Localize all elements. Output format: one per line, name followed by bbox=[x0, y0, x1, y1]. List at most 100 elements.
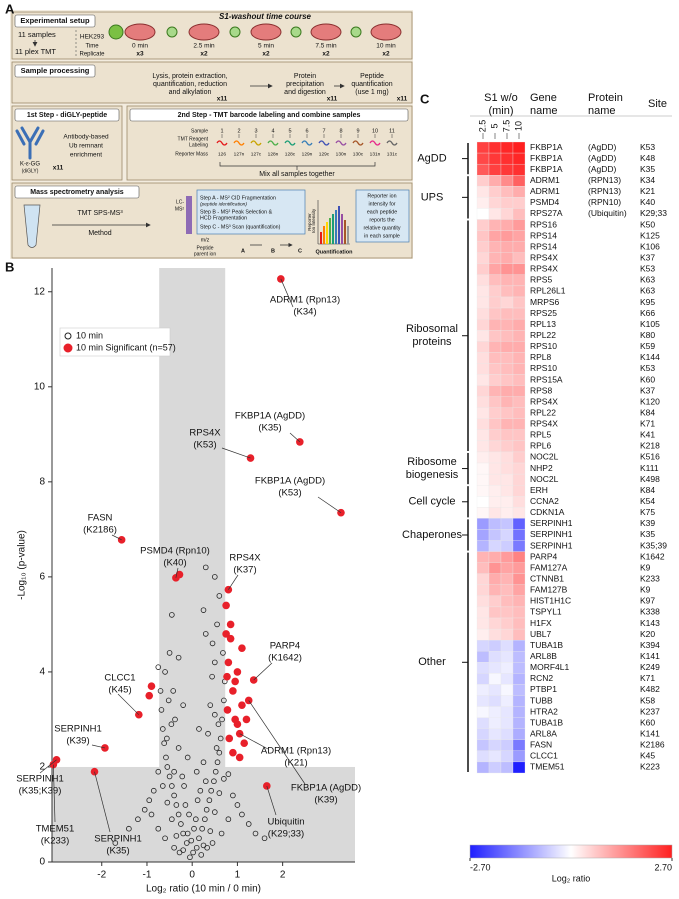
point bbox=[171, 768, 177, 775]
heatmap-cell bbox=[512, 385, 526, 397]
site: K37 bbox=[640, 385, 655, 395]
annotation: SERPINH1 bbox=[16, 774, 64, 785]
dish bbox=[124, 23, 156, 41]
gene-name: PTBP1 bbox=[530, 684, 557, 694]
section-title: 2nd Step - TMT barcode labeling and comb… bbox=[178, 112, 361, 119]
heatmap-cell bbox=[500, 141, 514, 154]
heatmap-cell bbox=[512, 551, 526, 563]
heatmap-cell bbox=[500, 628, 514, 641]
heatmap-cell bbox=[512, 363, 526, 375]
label: Replicate bbox=[79, 52, 105, 58]
annotation: (K21) bbox=[284, 758, 307, 769]
leader-line bbox=[253, 662, 273, 681]
heatmap-cell bbox=[500, 617, 514, 630]
gene-name: CCNA2 bbox=[530, 496, 559, 506]
point bbox=[188, 837, 195, 844]
x-axis-label: Log₂ ratio (10 min / 0 min) bbox=[146, 884, 261, 895]
gene-name: RPS5 bbox=[530, 275, 552, 285]
title-box bbox=[14, 64, 96, 78]
heatmap-cell bbox=[512, 750, 526, 763]
label: HEK293 bbox=[80, 34, 105, 41]
leader-line bbox=[39, 759, 57, 774]
label: Peptide bbox=[197, 245, 214, 251]
point bbox=[252, 830, 259, 837]
point bbox=[135, 816, 141, 823]
section-title: Mass spectrometry analysis bbox=[30, 189, 123, 196]
point bbox=[126, 825, 132, 832]
point bbox=[157, 688, 164, 694]
legend-label: 10 min Significant (n=57) bbox=[76, 342, 176, 352]
heatmap-cell bbox=[500, 429, 514, 442]
label: 11 plex TMT bbox=[15, 47, 56, 56]
gene-name: RPL22 bbox=[530, 330, 556, 340]
point bbox=[216, 593, 223, 599]
point bbox=[212, 768, 219, 775]
heatmap-cell bbox=[512, 485, 526, 497]
heatmap-cell bbox=[500, 318, 514, 331]
point bbox=[211, 778, 217, 785]
site: K482 bbox=[640, 684, 660, 694]
dish bbox=[188, 23, 220, 41]
site: K125 bbox=[640, 230, 660, 240]
label: 130n bbox=[336, 151, 347, 157]
label: Reporter Mass bbox=[175, 151, 208, 157]
group-label: Other bbox=[418, 656, 446, 668]
point bbox=[181, 783, 187, 789]
label: and alkylation bbox=[169, 89, 212, 96]
heatmap-cell bbox=[476, 352, 490, 364]
site: K34 bbox=[640, 175, 655, 185]
point bbox=[190, 849, 196, 856]
label: 10 bbox=[372, 128, 378, 134]
point bbox=[183, 840, 190, 846]
heatmap-cell bbox=[476, 473, 490, 486]
label: 11 samples bbox=[18, 30, 56, 39]
heatmap-cell bbox=[488, 418, 502, 430]
heatmap-cell bbox=[500, 263, 514, 275]
gene-name: RPL6 bbox=[530, 441, 552, 451]
label: 11 bbox=[389, 128, 395, 134]
label: Quantification bbox=[316, 249, 354, 255]
label: 2 bbox=[237, 128, 240, 134]
gene-name: ARL8B bbox=[530, 651, 557, 661]
point bbox=[205, 730, 211, 737]
site: K37 bbox=[640, 252, 655, 262]
heatmap-cell bbox=[488, 241, 502, 253]
point bbox=[200, 607, 207, 613]
heatmap-cell bbox=[476, 141, 490, 154]
heatmap-cell bbox=[488, 330, 502, 342]
point bbox=[202, 564, 209, 571]
gene-name: RPL13 bbox=[530, 319, 556, 329]
point bbox=[175, 745, 182, 751]
point bbox=[178, 821, 184, 827]
gene-name: RPS14 bbox=[530, 230, 557, 240]
annotation: (K2186) bbox=[83, 525, 117, 536]
label: LC- bbox=[176, 199, 184, 205]
cell-icon bbox=[229, 26, 241, 38]
point bbox=[168, 721, 175, 727]
heatmap-cell bbox=[476, 507, 490, 519]
gene-name: RPS4X bbox=[530, 264, 558, 274]
heatmap-cell bbox=[488, 739, 502, 752]
heatmap-cell bbox=[500, 662, 514, 674]
label: x11 bbox=[53, 165, 64, 172]
heatmap-cell bbox=[512, 318, 526, 331]
gene-name: SERPINH1 bbox=[530, 540, 573, 550]
heatmap-cell bbox=[512, 152, 526, 165]
heatmap-cell bbox=[488, 462, 502, 475]
site: K105 bbox=[640, 319, 660, 329]
heatmap-cell bbox=[488, 307, 502, 320]
label: Step B - MS² Peak Selection & bbox=[200, 209, 273, 215]
point bbox=[148, 811, 155, 818]
gene-name: TUBA1B bbox=[530, 717, 563, 727]
label: Reporter ion bbox=[367, 193, 396, 199]
heatmap-cell bbox=[476, 628, 490, 641]
significant-point bbox=[223, 706, 232, 714]
significant-point bbox=[224, 658, 233, 667]
point bbox=[170, 688, 177, 694]
label: 131c bbox=[387, 151, 398, 157]
heatmap-cell bbox=[488, 507, 502, 519]
significant-point bbox=[145, 691, 154, 700]
leader-line bbox=[239, 733, 269, 750]
significant-point bbox=[229, 687, 237, 695]
leader-line bbox=[280, 278, 294, 308]
